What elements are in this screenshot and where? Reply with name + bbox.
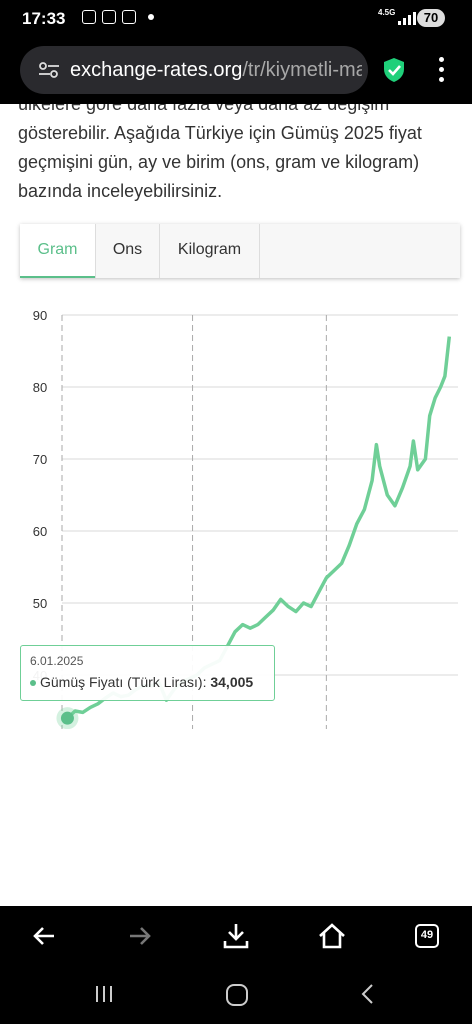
unit-tabs: Gram Ons Kilogram [20,224,460,278]
home-icon[interactable] [316,920,348,952]
home-button-icon[interactable] [224,982,250,1008]
more-notifications-icon [148,14,154,20]
notification-icon [122,10,136,24]
url-text[interactable]: exchange-rates.org/tr/kiymetli-madenler/… [70,59,362,82]
address-bar[interactable]: exchange-rates.org/tr/kiymetli-madenler/… [20,46,368,94]
browser-bottom-bar: 49 [0,906,472,966]
browser-toolbar: exchange-rates.org/tr/kiymetli-madenler/… [0,36,472,104]
notification-icon [82,10,96,24]
network-type: 4.5G [378,8,396,17]
tab-kilogram[interactable]: Kilogram [160,224,260,278]
recent-apps-icon[interactable] [92,982,116,1006]
y-tick-label: 60 [33,524,47,539]
status-time: 17:33 [22,9,66,28]
series-dot-icon [30,680,36,687]
y-tick-label: 50 [33,596,47,611]
y-tick-label: 90 [33,308,47,323]
tab-count: 49 [415,924,439,948]
notification-icon [102,10,116,24]
forward-icon[interactable] [124,920,156,952]
y-tick-label: 70 [33,452,47,467]
download-icon[interactable] [220,920,252,952]
more-options-icon[interactable] [436,57,446,87]
tab-gram[interactable]: Gram [20,224,95,278]
system-back-icon[interactable] [356,982,380,1006]
tooltip-line: Gümüş Fiyatı (Türk Lirası): 34,005 [30,674,253,690]
url-path: /tr/kiymetli-madenler/gumus [242,59,362,81]
system-navigation [0,966,472,1024]
battery-indicator: 70 [417,9,445,27]
highlight-point [60,711,74,725]
page-content: ülkelere göre daha fazla veya daha az de… [0,104,472,906]
signal-icon [398,11,416,25]
site-settings-icon[interactable] [38,60,60,80]
tooltip-value: 34,005 [210,674,254,690]
notification-icons [82,10,154,24]
back-icon[interactable] [28,920,60,952]
intro-paragraph: ülkelere göre daha fazla veya daha az de… [18,104,422,201]
chart-tooltip: 6.01.2025 Gümüş Fiyatı (Türk Lirası): 34… [20,645,275,701]
status-bar: 17:33 4.5G 70 [0,0,472,36]
shield-icon[interactable] [381,56,407,84]
tab-ons[interactable]: Ons [95,224,160,278]
tabs-button[interactable]: 49 [412,920,444,952]
tooltip-series: Gümüş Fiyatı (Türk Lirası): [40,674,207,690]
url-host: exchange-rates.org [70,59,243,81]
tooltip-date: 6.01.2025 [30,654,84,668]
y-tick-label: 80 [33,380,47,395]
